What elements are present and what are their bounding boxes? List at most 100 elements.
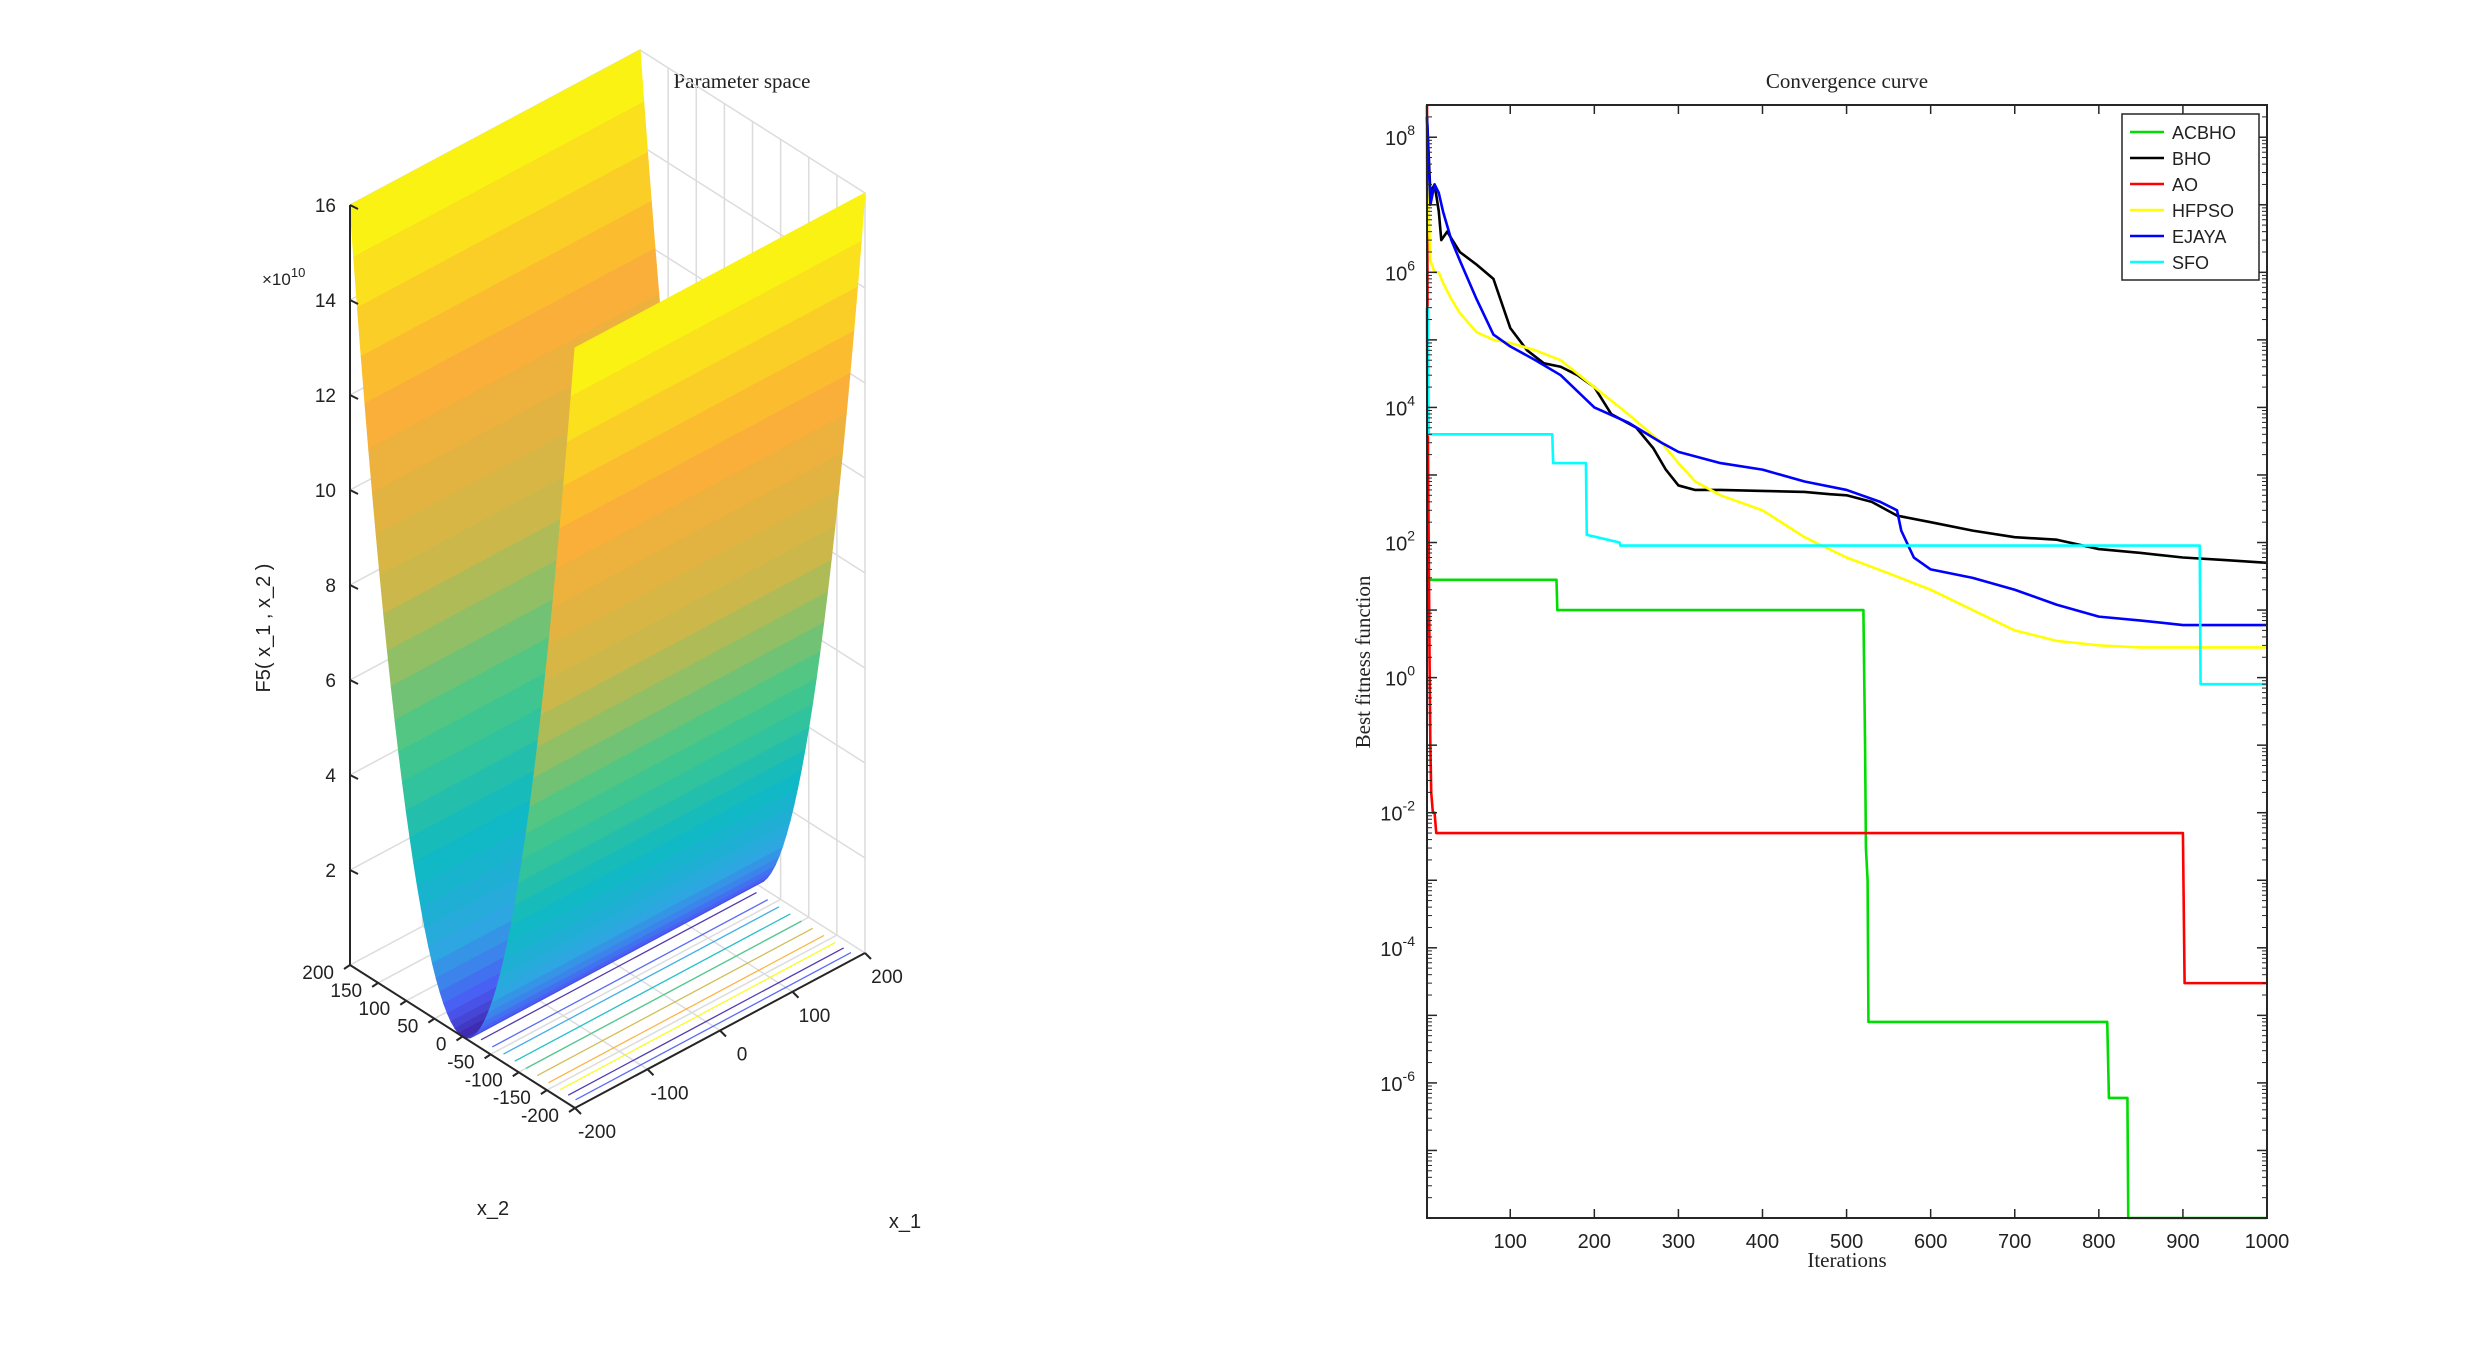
y-tick (484, 1053, 492, 1060)
legend-label: EJAYA (2172, 227, 2226, 247)
contour-line (548, 934, 825, 1084)
y-tick-label: 10-2 (1380, 798, 1415, 826)
contour-line (503, 906, 780, 1055)
surface-plot: Parameter space -200-1000100200-200-150-… (253, 49, 921, 1233)
series-line-bho (1425, 116, 2268, 565)
z-tick (349, 204, 359, 210)
y-tick-label: 50 (397, 1017, 418, 1038)
z-tick-label: 8 (325, 576, 336, 597)
y-tick (399, 999, 407, 1006)
axis-ticks: 100 200 300 400 500 600 700 800 900 1000 108 106 104… (1380, 104, 2290, 1253)
y-tick-label: 200 (302, 963, 334, 984)
floor-grid-line (490, 898, 781, 1056)
y-tick (371, 982, 379, 988)
contour-line (559, 942, 836, 1091)
legend-label: ACBHO (2172, 123, 2236, 143)
z-tick (349, 774, 359, 780)
contour-line (575, 952, 852, 1101)
contour-line (514, 913, 791, 1062)
y-tick (568, 1107, 576, 1113)
contour-line (491, 899, 769, 1048)
y-tick-label: 106 (1385, 257, 1415, 285)
z-tick-label: 2 (325, 861, 336, 882)
series-lines (1425, 104, 2268, 1220)
legend-label: BHO (2172, 149, 2211, 169)
contour-line (567, 947, 844, 1096)
y-tick-label: -150 (493, 1088, 531, 1109)
legend: ACBHO BHO AO HFPSO EJAYA SFO (2121, 113, 2260, 281)
y-tick-label: 100 (1385, 663, 1415, 691)
surface-title: Parameter space (673, 69, 810, 93)
legend-box (2121, 113, 2260, 281)
x-tick-label: 300 (1662, 1231, 1695, 1253)
y-tick (343, 964, 351, 970)
convergence-xlabel: Iterations (1807, 1248, 1886, 1272)
series-line-hfpso (1425, 164, 2267, 649)
y-tick-label: 10-4 (1380, 933, 1415, 961)
x-tick-label: 600 (1914, 1231, 1947, 1253)
surface-axes: -200-1000100200-200-150-100-500501001502… (302, 196, 903, 1143)
x-tick-label: 100 (1494, 1231, 1527, 1253)
z-tick-label: 4 (325, 766, 336, 787)
z-tick-label: 14 (315, 291, 337, 312)
x-tick-label: 200 (1578, 1231, 1611, 1253)
y-tick (427, 1017, 435, 1024)
x-tick-label: -100 (650, 1083, 688, 1104)
x-tick-label: -200 (578, 1122, 616, 1143)
legend-label: SFO (2172, 253, 2209, 273)
legend-label: AO (2172, 175, 2198, 195)
x-axis-label: x_1 (889, 1211, 921, 1233)
z-tick-label: 12 (315, 386, 336, 407)
y-tick (540, 1089, 548, 1095)
y-tick-label: 102 (1385, 528, 1415, 556)
z-tick (349, 489, 359, 495)
z-tick (349, 679, 359, 685)
convergence-title: Convergence curve (1766, 69, 1928, 93)
y-tick-label: 108 (1385, 122, 1415, 150)
x-tick (719, 1029, 727, 1038)
surface-strip (570, 192, 866, 397)
y-tick (512, 1071, 520, 1078)
z-tick-label: 10 (315, 481, 336, 502)
wall-grid-line (639, 49, 866, 194)
z-tick (349, 299, 359, 305)
x-tick-label: 800 (2082, 1231, 2115, 1253)
x-tick-label: 0 (737, 1045, 748, 1066)
y-tick-label: -100 (465, 1070, 503, 1091)
plot-area (1427, 105, 2267, 1218)
x-tick (864, 952, 872, 960)
x-tick-label: 1000 (2245, 1231, 2290, 1253)
y-tick (455, 1035, 464, 1042)
z-tick (349, 394, 359, 400)
series-line-ejaya (1425, 116, 2267, 627)
x-tick-label: 900 (2166, 1231, 2199, 1253)
z-axis-label: F5( x_1 , x_2 ) (253, 564, 275, 693)
x-tick (574, 1107, 582, 1115)
x-tick (646, 1068, 655, 1076)
convergence-plot: Convergence curve 100 200 300 400 500 600 700 8… (1351, 69, 2289, 1272)
x-tick-label: 700 (1998, 1231, 2031, 1253)
z-tick (349, 584, 359, 590)
y-tick-label: -200 (521, 1106, 559, 1127)
y-tick-label: 150 (330, 981, 362, 1002)
x-tick-label: 200 (871, 967, 903, 988)
legend-label: HFPSO (2172, 201, 2234, 221)
y-axis-label: x_2 (477, 1198, 509, 1220)
z-multiplier: ×1010 (262, 265, 305, 289)
contour-line (525, 920, 802, 1069)
x-tick-label: 500 (1830, 1231, 1863, 1253)
surface-shape (349, 49, 866, 1039)
contour-line (480, 891, 757, 1041)
y-tick-label: 10-6 (1380, 1068, 1415, 1096)
z-tick-label: 6 (325, 671, 336, 692)
y-tick-label: -50 (447, 1052, 474, 1073)
surface-axis-labels: F5( x_1 , x_2 ) x_2 x_1 ×1010 (253, 265, 921, 1233)
y-tick-label: 104 (1385, 392, 1415, 420)
z-tick-label: 16 (315, 196, 336, 217)
x-tick (791, 991, 800, 999)
x-tick-label: 400 (1746, 1231, 1779, 1253)
z-tick (349, 869, 359, 875)
x-tick-label: 100 (799, 1006, 831, 1027)
y-tick-label: 100 (359, 999, 391, 1020)
